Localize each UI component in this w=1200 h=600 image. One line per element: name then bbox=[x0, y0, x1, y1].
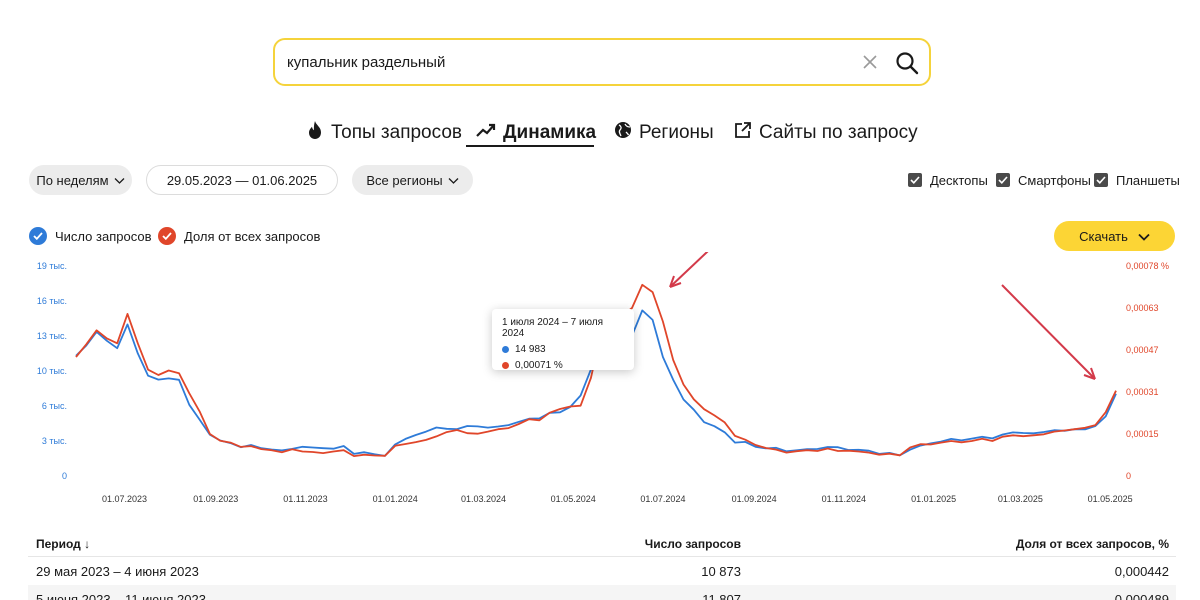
annotation-arrow-end bbox=[1001, 284, 1096, 380]
regions-select[interactable]: Все регионы bbox=[352, 165, 473, 195]
checkbox-tablets[interactable]: Планшеты bbox=[1094, 172, 1180, 188]
x-axis-tick: 01.03.2024 bbox=[461, 494, 506, 504]
tabs: Топы запросов Динамика Регионы Сайты по … bbox=[0, 118, 1200, 150]
tab-label: Регионы bbox=[639, 122, 714, 143]
x-axis-tick: 01.09.2023 bbox=[193, 494, 238, 504]
right-axis-tick: 0 bbox=[1126, 471, 1131, 481]
checkbox-smartphones[interactable]: Смартфоны bbox=[996, 172, 1091, 188]
x-axis-tick: 01.09.2024 bbox=[732, 494, 777, 504]
right-axis-tick: 0,00015 bbox=[1126, 429, 1159, 439]
cell-period: 29 мая 2023 – 4 июня 2023 bbox=[36, 564, 199, 579]
x-axis-tick: 01.07.2024 bbox=[640, 494, 685, 504]
legend-label: Доля от всех запросов bbox=[184, 228, 321, 244]
legend-queries[interactable]: Число запросов bbox=[29, 226, 151, 246]
chevron-down-icon bbox=[1138, 229, 1150, 244]
download-label: Скачать bbox=[1079, 228, 1128, 244]
fire-icon bbox=[306, 120, 324, 146]
column-queries[interactable]: Число запросов bbox=[644, 537, 741, 551]
x-axis-tick: 01.07.2023 bbox=[102, 494, 147, 504]
checkbox-checked-icon[interactable] bbox=[908, 173, 922, 187]
right-axis-tick: 0,00078 % bbox=[1126, 261, 1169, 271]
blue-dot-icon bbox=[502, 346, 509, 353]
annotation-arrow-peak bbox=[669, 252, 709, 288]
red-dot-icon bbox=[502, 362, 509, 369]
search-box bbox=[273, 38, 931, 86]
tab-label: Динамика bbox=[503, 122, 597, 143]
left-axis-tick: 6 тыс. bbox=[42, 401, 67, 411]
check-circle-icon bbox=[29, 227, 47, 245]
annotation-arrowhead-end bbox=[1083, 367, 1096, 380]
left-axis-tick: 3 тыс. bbox=[42, 436, 67, 446]
right-axis-tick: 0,00063 bbox=[1126, 303, 1159, 313]
legend-share[interactable]: Доля от всех запросов bbox=[158, 226, 320, 246]
table-row: 29 мая 2023 – 4 июня 2023 10 873 0,00044… bbox=[28, 557, 1176, 585]
x-axis-tick: 01.01.2025 bbox=[911, 494, 956, 504]
left-axis-tick: 0 bbox=[62, 471, 67, 481]
checkbox-checked-icon[interactable] bbox=[1094, 173, 1108, 187]
chevron-down-icon bbox=[448, 173, 459, 188]
date-range-input[interactable]: 29.05.2023 — 01.06.2025 bbox=[146, 165, 338, 195]
tab-label: Топы запросов bbox=[331, 122, 462, 143]
data-table: Период ↓ Число запросов Доля от всех зап… bbox=[28, 530, 1176, 600]
x-axis-tick: 01.11.2023 bbox=[283, 494, 327, 504]
chevron-down-icon bbox=[114, 173, 125, 188]
tooltip-title: 1 июля 2024 – 7 июля 2024 bbox=[502, 317, 604, 339]
regions-select-label: Все регионы bbox=[366, 172, 443, 188]
cell-queries: 10 873 bbox=[701, 564, 741, 579]
tab-top-queries[interactable]: Топы запросов bbox=[306, 118, 462, 148]
date-range-label: 29.05.2023 — 01.06.2025 bbox=[166, 172, 318, 188]
external-link-icon bbox=[734, 121, 752, 145]
left-axis-tick: 13 тыс. bbox=[37, 331, 67, 341]
x-axis-tick: 01.03.2025 bbox=[998, 494, 1043, 504]
left-axis-tick: 10 тыс. bbox=[37, 366, 67, 376]
clear-icon[interactable] bbox=[860, 52, 880, 72]
table-header: Период ↓ Число запросов Доля от всех зап… bbox=[28, 530, 1176, 557]
annotation-arrowhead-peak bbox=[669, 275, 682, 288]
download-button[interactable]: Скачать bbox=[1054, 221, 1175, 251]
checkbox-label: Планшеты bbox=[1116, 172, 1180, 188]
cell-period: 5 июня 2023 – 11 июня 2023 bbox=[36, 592, 206, 600]
checkbox-desktops[interactable]: Десктопы bbox=[908, 172, 988, 188]
checkbox-checked-icon[interactable] bbox=[996, 173, 1010, 187]
tab-sites[interactable]: Сайты по запросу bbox=[734, 118, 918, 148]
tab-dynamics[interactable]: Динамика bbox=[476, 118, 596, 148]
cell-share: 0,000442 bbox=[1114, 564, 1169, 579]
chart-tooltip: 1 июля 2024 – 7 июля 2024 14 983 0,00071… bbox=[492, 309, 634, 371]
tooltip-share: 0,00071 % bbox=[515, 360, 563, 371]
right-axis-tick: 0,00047 bbox=[1126, 345, 1159, 355]
globe-icon bbox=[614, 121, 632, 145]
x-axis-tick: 01.05.2025 bbox=[1088, 494, 1133, 504]
active-tab-underline bbox=[466, 145, 594, 147]
x-axis-tick: 01.11.2024 bbox=[822, 494, 866, 504]
trend-icon bbox=[476, 122, 496, 144]
search-icon[interactable] bbox=[894, 50, 920, 76]
dynamics-chart[interactable]: 19 тыс. 16 тыс. 13 тыс. 10 тыс. 6 тыс. 3 тыс.… bbox=[0, 252, 1200, 512]
checkbox-label: Десктопы bbox=[930, 172, 988, 188]
column-share[interactable]: Доля от всех запросов, % bbox=[1015, 537, 1169, 551]
left-axis-tick: 19 тыс. bbox=[37, 261, 67, 271]
column-period[interactable]: Период ↓ bbox=[36, 537, 91, 551]
x-axis-tick: 01.01.2024 bbox=[373, 494, 418, 504]
right-axis-tick: 0,00031 bbox=[1126, 387, 1159, 397]
period-select[interactable]: По неделям bbox=[29, 165, 132, 195]
period-select-label: По неделям bbox=[36, 172, 109, 188]
tooltip-queries: 14 983 bbox=[515, 344, 546, 355]
x-axis-tick: 01.05.2024 bbox=[551, 494, 596, 504]
tab-regions[interactable]: Регионы bbox=[614, 118, 714, 148]
check-circle-icon bbox=[158, 227, 176, 245]
tab-label: Сайты по запросу bbox=[759, 122, 918, 143]
search-input[interactable] bbox=[287, 40, 847, 84]
checkbox-label: Смартфоны bbox=[1018, 172, 1091, 188]
cell-queries: 11 807 bbox=[702, 592, 741, 600]
left-axis-tick: 16 тыс. bbox=[37, 296, 67, 306]
table-row: 5 июня 2023 – 11 июня 2023 11 807 0,0004… bbox=[28, 585, 1176, 600]
legend-label: Число запросов bbox=[55, 228, 152, 244]
cell-share: 0,000489 bbox=[1114, 592, 1169, 600]
